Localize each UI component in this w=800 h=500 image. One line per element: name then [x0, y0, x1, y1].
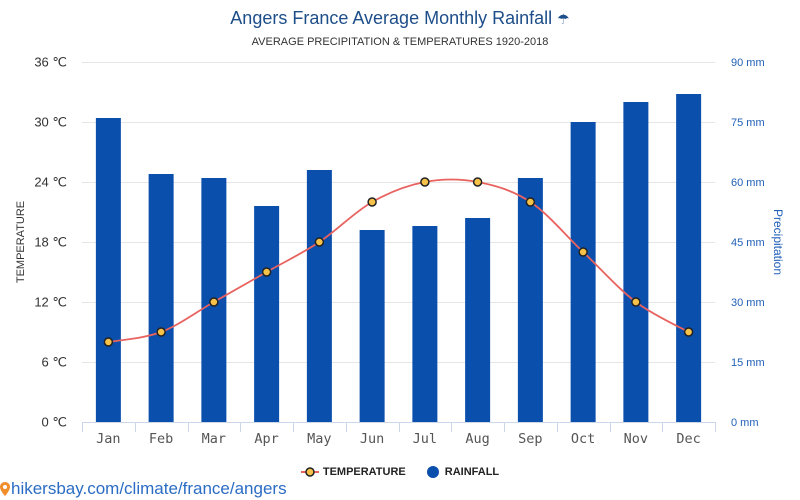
- temperature-axis: 0 ℃ 6 ℃ 12 ℃ 18 ℃ 24 ℃ 30 ℃ 36 ℃ TEMPERATURE: [15, 55, 67, 430]
- precipitation-tick-label: 0 mm: [731, 417, 759, 429]
- chart-title-text: Angers France Average Monthly Rainfall: [230, 8, 553, 28]
- rainfall-bar-nov: [623, 102, 649, 422]
- temperature-tick-label: 30 ℃: [34, 115, 67, 130]
- temperature-tick-label: 0 ℃: [42, 415, 67, 430]
- x-tick-label: Jun: [360, 431, 384, 447]
- temperature-tick-label: 12 ℃: [34, 295, 67, 310]
- temperature-marker-apr: [261, 267, 272, 277]
- source-link[interactable]: hikersbay.com/climate/france/angers: [0, 479, 287, 499]
- legend-label-rainfall: RAINFALL: [444, 466, 500, 478]
- temperature-tick-label: 18 ℃: [34, 235, 67, 250]
- legend-label-temperature: TEMPERATURE: [322, 466, 406, 478]
- temperature-marker-dec: [683, 327, 694, 337]
- temperature-marker-nov: [631, 297, 641, 307]
- temperature-marker-oct: [578, 247, 588, 257]
- legend-item-temperature[interactable]: TEMPERATURE: [300, 466, 406, 478]
- x-tick-label: Dec: [676, 431, 700, 447]
- precipitation-tick-label: 75 mm: [731, 117, 765, 129]
- x-tick-label: Feb: [149, 431, 173, 447]
- temperature-series: [103, 177, 694, 347]
- grid-lines: [82, 62, 715, 423]
- rainfall-bar-aug: [465, 218, 491, 422]
- source-link-text: hikersbay.com/climate/france/angers: [11, 479, 287, 498]
- precipitation-axis-title: Precipitation: [771, 209, 785, 275]
- rainfall-bar-jul: [412, 226, 438, 422]
- chart-title: Angers France Average Monthly Rainfall ☂: [0, 7, 800, 29]
- temperature-marker-may: [314, 237, 325, 247]
- x-tick-label: May: [307, 431, 331, 447]
- precipitation-tick-label: 15 mm: [731, 357, 765, 369]
- temperature-line: [108, 178, 690, 343]
- rainfall-bar-jan: [95, 118, 121, 422]
- rainfall-bar-may: [306, 170, 332, 422]
- temperature-tick-label: 24 ℃: [34, 175, 67, 190]
- precipitation-tick-label: 30 mm: [731, 297, 765, 309]
- umbrella-icon: ☂: [557, 12, 570, 28]
- temperature-marker-jan: [103, 337, 114, 347]
- rainfall-series: [95, 94, 702, 422]
- rainfall-bar-feb: [148, 174, 174, 422]
- x-tick-label: Nov: [624, 431, 648, 447]
- legend: TEMPERATURE RAINFALL: [0, 465, 800, 479]
- temperature-marker-jun: [367, 197, 377, 207]
- temperature-tick-label: 36 ℃: [34, 55, 67, 70]
- x-tick-label: Jul: [413, 431, 437, 447]
- precipitation-tick-label: 60 mm: [731, 177, 765, 189]
- temperature-marker-sep: [525, 197, 536, 207]
- x-tick-label: Aug: [465, 431, 489, 447]
- temperature-axis-title: TEMPERATURE: [15, 201, 27, 283]
- x-axis: Jan Feb Mar Apr May Jun Jul Aug Sep Oct Nov Dec: [82, 422, 716, 447]
- temperature-marker-feb: [156, 327, 166, 337]
- rainfall-bar-jun: [359, 230, 385, 422]
- rainfall-legend-icon: [426, 466, 439, 478]
- precipitation-tick-label: 90 mm: [731, 57, 765, 69]
- legend-item-rainfall[interactable]: RAINFALL: [426, 466, 500, 478]
- rainfall-bar-dec: [676, 94, 702, 422]
- precipitation-tick-label: 45 mm: [731, 237, 765, 249]
- temperature-marker-aug: [472, 177, 483, 187]
- x-tick-label: Mar: [202, 431, 226, 447]
- x-tick-label: Apr: [254, 431, 278, 447]
- x-tick-label: Oct: [571, 431, 595, 447]
- map-pin-icon: [0, 482, 10, 496]
- temperature-marker-mar: [209, 297, 219, 307]
- rainfall-bar-apr: [254, 206, 280, 422]
- x-tick-label: Sep: [518, 431, 542, 447]
- chart-subtitle: AVERAGE PRECIPITATION & TEMPERATURES 192…: [251, 36, 549, 48]
- rainfall-bar-oct: [570, 122, 596, 422]
- temperature-tick-label: 6 ℃: [42, 355, 67, 370]
- x-tick-label: Jan: [96, 431, 120, 447]
- temperature-legend-icon: [300, 467, 319, 477]
- temperature-marker-jul: [420, 177, 430, 187]
- rainfall-bar-sep: [517, 178, 543, 422]
- precipitation-axis: 0 mm 15 mm 30 mm 45 mm 60 mm 75 mm 90 mm Precip…: [731, 57, 785, 429]
